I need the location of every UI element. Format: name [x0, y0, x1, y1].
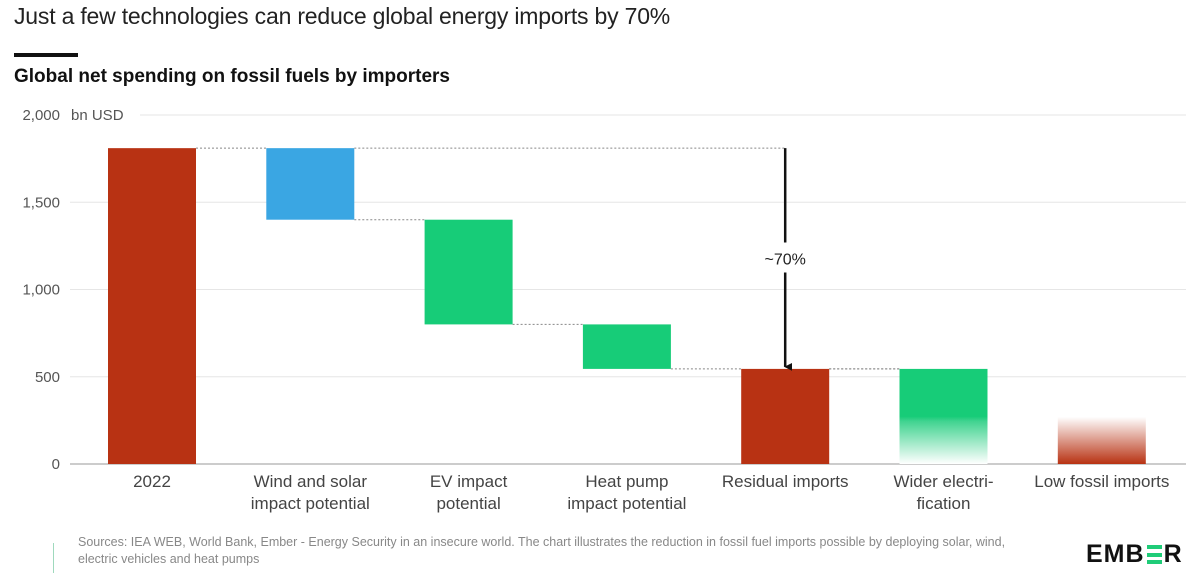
sources-note: Sources: IEA WEB, World Bank, Ember - En… [78, 535, 1006, 566]
y-tick-label: 500 [35, 369, 60, 386]
bar-wider-electrification [899, 368, 988, 464]
bar-heat-pump-impact-potential [582, 324, 671, 369]
chart-title: Just a few technologies can reduce globa… [14, 3, 671, 29]
waterfall-chart: ~70% 0 500 1,000 1,500 2,000 bn USD 2022 Wind a… [22, 107, 1186, 513]
bars [108, 148, 1146, 464]
bar-wind-and-solar-impact-potential [266, 148, 355, 220]
axis-labels: 0 500 1,000 1,500 2,000 bn USD 2022 Wind and so… [22, 107, 1169, 513]
y-unit-label: bn USD [71, 107, 124, 124]
x-category-label: EV impact potential [430, 472, 508, 513]
bar-low-fossil-imports [1057, 416, 1146, 464]
annotation: ~70% [765, 148, 806, 371]
y-tick-label: 1,000 [22, 282, 60, 299]
ember-logo: EMB R [1086, 540, 1183, 569]
bar-2022 [108, 148, 196, 464]
bar-residual-imports [741, 368, 830, 464]
annotation-label: ~70% [765, 252, 806, 269]
x-category-label: 2022 [133, 472, 171, 491]
footer-rule [53, 543, 54, 573]
logo-text-left: EMB [1086, 540, 1145, 568]
logo-text-right: R [1163, 540, 1183, 568]
bar-ev-impact-potential [424, 219, 513, 325]
logo-e-bars-icon [1146, 545, 1162, 564]
x-category-label: Residual imports [722, 472, 849, 491]
y-tick-label: 1,500 [22, 194, 60, 211]
x-category-label: Wider electri-fication [893, 472, 993, 513]
x-category-label: Heat pump impact potential [567, 472, 686, 513]
gridlines [70, 114, 1186, 465]
x-category-label: Low fossil imports [1034, 472, 1169, 491]
chart-subtitle: Global net spending on fossil fuels by i… [14, 66, 450, 87]
y-tick-label: 0 [52, 456, 60, 473]
x-category-label: Wind and solar impact potential [251, 472, 370, 513]
y-tick-label: 2,000 [22, 107, 60, 124]
title-rule [14, 53, 78, 57]
